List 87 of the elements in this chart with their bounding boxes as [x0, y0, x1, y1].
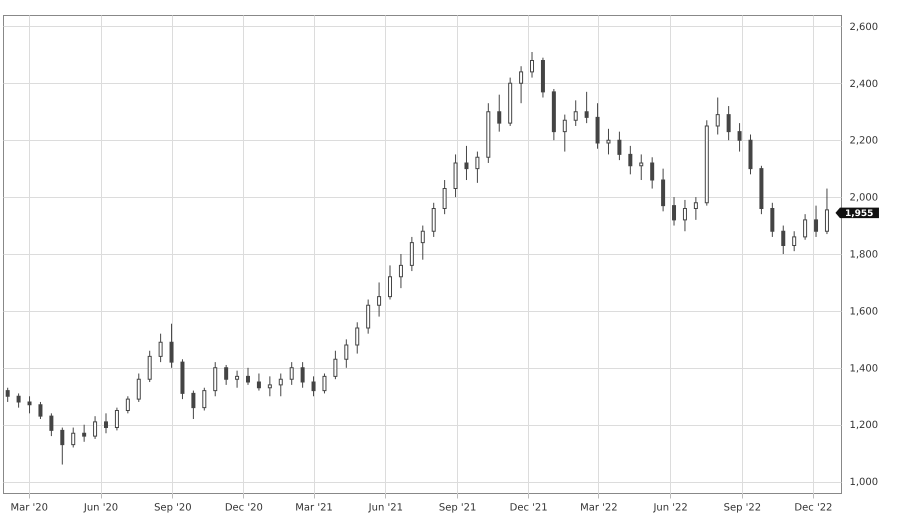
candlestick [682, 199, 687, 232]
candlestick [213, 362, 218, 397]
y-tick-label: 1,200 [850, 420, 878, 432]
candlestick [28, 396, 32, 414]
candlestick [650, 156, 654, 190]
x-tick-label: Jun '21 [368, 502, 403, 514]
candlestick [519, 66, 524, 104]
candlestick [726, 106, 731, 141]
candlestick [235, 370, 240, 388]
x-tick-label: Dec '20 [224, 502, 263, 514]
y-tick-label: 1,000 [850, 477, 878, 488]
x-tick-label: Mar '21 [295, 502, 333, 514]
candlestick [824, 188, 829, 235]
candlestick [420, 225, 425, 260]
candlestick [202, 387, 206, 411]
x-tick-label: Dec '22 [794, 502, 832, 514]
candlestick [71, 427, 76, 448]
y-tick-label: 1,800 [850, 250, 878, 260]
candlestick [268, 376, 272, 397]
y-tick-label: 2,400 [850, 78, 878, 90]
candlestick [170, 323, 174, 368]
candlestick [148, 350, 152, 383]
candlestick [814, 205, 818, 238]
candlestick [126, 396, 130, 414]
candlestick [114, 407, 119, 431]
candlestick [606, 128, 610, 155]
x-tick-label: Sep '22 [724, 502, 762, 514]
candlestick [442, 180, 447, 215]
candlestick [224, 364, 228, 386]
candlestick [278, 373, 283, 397]
candlestick [377, 282, 382, 318]
candlestick [388, 264, 392, 300]
candlestick [398, 254, 403, 289]
candlestick [82, 424, 86, 442]
candlestick [464, 145, 468, 181]
x-tick-label: Jun '20 [82, 502, 118, 514]
candlestick [628, 145, 632, 175]
candlestick [38, 401, 42, 420]
candlestick [497, 94, 502, 132]
candlestick [49, 412, 54, 437]
candlestick [770, 202, 774, 238]
candlestick [574, 100, 578, 126]
candlestick [312, 376, 316, 397]
candlestick [475, 151, 480, 184]
y-tick-label: 1,600 [850, 306, 878, 318]
candlestick [256, 373, 261, 392]
candlestick [672, 196, 676, 226]
candlestick [191, 390, 196, 420]
x-tick-label: Mar '22 [580, 502, 618, 514]
candlestick [93, 416, 98, 440]
candlestick [300, 362, 305, 388]
y-tick-label: 2,200 [850, 136, 878, 147]
candlestick [322, 373, 326, 394]
candlestick [6, 387, 10, 402]
annotation: 1,955 [844, 208, 874, 219]
candlestick [716, 97, 720, 135]
candlestick [432, 202, 436, 238]
candlestick [355, 322, 360, 354]
candlestick [803, 214, 808, 240]
candlestick [366, 299, 370, 334]
x-tick-label: Dec '21 [510, 502, 548, 514]
candlestick [16, 392, 21, 408]
candlestick [158, 333, 163, 363]
candlestick [584, 91, 589, 124]
candlestick [344, 338, 348, 368]
y-tick-label: 2,000 [850, 192, 878, 204]
candlestick [60, 427, 64, 466]
y-tick-label: 2,600 [850, 22, 878, 33]
candlestick [290, 362, 294, 386]
candlestick [104, 412, 108, 434]
candlestick [530, 51, 534, 78]
x-tick-label: Sep '21 [438, 502, 476, 514]
x-tick-label: Sep '20 [154, 502, 192, 514]
x-tick-label: Mar '20 [10, 502, 48, 514]
candlestick [246, 367, 250, 386]
candlestick [562, 114, 567, 152]
y-tick-label: 1,400 [850, 363, 878, 374]
candlestick [781, 225, 786, 254]
candlestick [694, 196, 698, 220]
candlestick [639, 154, 644, 181]
candlestick [738, 122, 742, 152]
candlestick [136, 373, 141, 402]
candlestick [617, 131, 622, 161]
candlestick [333, 350, 338, 380]
candlestick [410, 236, 414, 272]
candlestick [792, 230, 796, 252]
x-tick-label: Jun '22 [652, 502, 688, 514]
